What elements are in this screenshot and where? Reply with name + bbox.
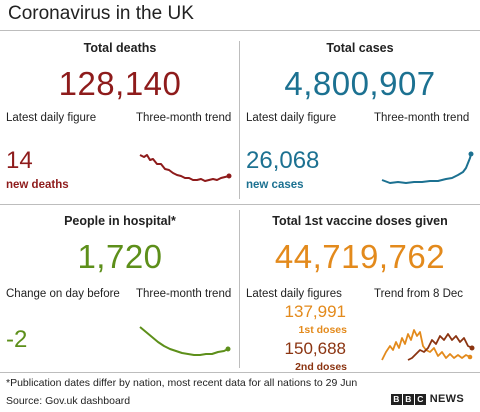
bbc-news-logo: B B C NEWS bbox=[390, 393, 464, 405]
bbc-logo-letter-b1: B bbox=[390, 393, 402, 405]
vaccine-trend-sparkline bbox=[381, 329, 475, 361]
deaths-trend-sparkline bbox=[139, 154, 232, 182]
hospital-trend-line bbox=[139, 326, 229, 356]
cases-total: 4,800,907 bbox=[284, 65, 436, 102]
deaths-heading: Total deaths bbox=[83, 41, 157, 55]
title-divider bbox=[0, 30, 480, 31]
hospital-heading: People in hospital* bbox=[64, 214, 176, 228]
cases-daily-label: new cases bbox=[246, 179, 304, 191]
vaccine-second-trend-endpoint bbox=[469, 345, 475, 351]
vaccine-trend-label: Trend from 8 Dec bbox=[374, 288, 464, 300]
hospital-total: 1,720 bbox=[77, 238, 163, 275]
cases-trend-label: Three-month trend bbox=[374, 112, 470, 124]
footnote: *Publication dates differ by nation, mos… bbox=[6, 377, 358, 389]
vaccine-second-label: 2nd doses bbox=[295, 361, 347, 373]
vaccine-first-label: 1st doses bbox=[298, 324, 347, 336]
hospital-trend-sparkline bbox=[139, 326, 231, 356]
deaths-trend-endpoint bbox=[226, 173, 232, 179]
cases-heading: Total cases bbox=[326, 41, 394, 55]
vertical-divider-bottom bbox=[239, 210, 240, 368]
bbc-logo-letter-b2: B bbox=[402, 393, 414, 405]
hospital-trend-endpoint bbox=[225, 346, 231, 352]
deaths-total: 128,140 bbox=[58, 65, 182, 102]
deaths-trend-line bbox=[139, 154, 230, 182]
bbc-logo-letter-c: C bbox=[414, 393, 426, 405]
vaccine-second-trend-line bbox=[407, 333, 473, 361]
deaths-daily-label: new deaths bbox=[6, 179, 69, 191]
vertical-divider-top bbox=[239, 41, 240, 199]
deaths-daily-value: 14 bbox=[6, 147, 33, 174]
deaths-latest-label: Latest daily figure bbox=[6, 112, 97, 124]
hospital-change-label: Change on day before bbox=[6, 288, 120, 300]
horizontal-divider bbox=[0, 204, 480, 205]
cases-trend-sparkline bbox=[381, 151, 474, 184]
vaccine-second-value: 150,688 bbox=[284, 339, 346, 358]
footer-divider bbox=[0, 372, 480, 373]
source-text: Source: Gov.uk dashboard bbox=[6, 395, 131, 407]
cases-daily-value: 26,068 bbox=[246, 147, 320, 174]
cases-trend-endpoint bbox=[468, 151, 474, 157]
page-title: Coronavirus in the UK bbox=[8, 3, 194, 24]
vaccine-latest-label: Latest daily figures bbox=[246, 288, 342, 300]
vaccine-total: 44,719,762 bbox=[274, 238, 446, 275]
bbc-logo-news: NEWS bbox=[429, 393, 464, 405]
hospital-trend-label: Three-month trend bbox=[136, 288, 232, 300]
vaccine-first-trend-line bbox=[381, 329, 471, 361]
vaccine-first-value: 137,991 bbox=[284, 302, 346, 321]
vaccine-heading: Total 1st vaccine doses given bbox=[272, 214, 448, 228]
hospital-change-value: -2 bbox=[6, 326, 28, 353]
cases-trend-line bbox=[381, 153, 472, 184]
cases-latest-label: Latest daily figure bbox=[246, 112, 337, 124]
vaccine-first-trend-endpoint bbox=[467, 354, 473, 360]
deaths-trend-label: Three-month trend bbox=[136, 112, 232, 124]
